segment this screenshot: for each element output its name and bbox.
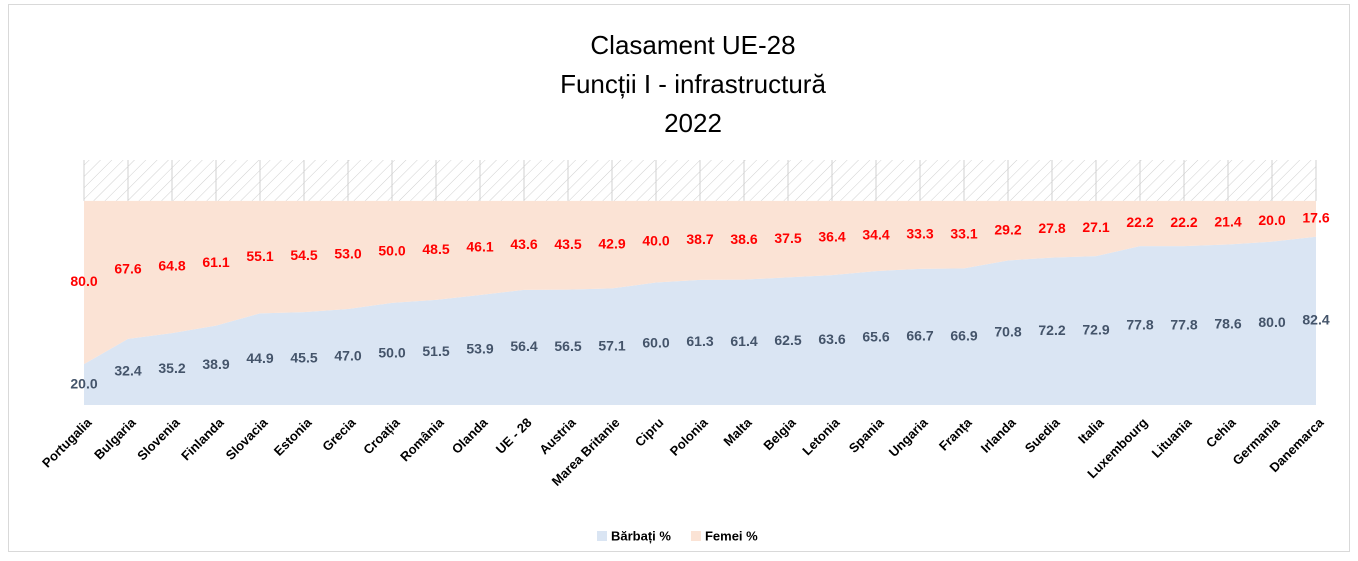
chart-title: Clasament UE-28: [590, 30, 795, 60]
value-label: 42.9: [598, 235, 625, 251]
value-label: 66.7: [906, 328, 933, 344]
value-label: 40.0: [642, 232, 669, 248]
value-label: 64.8: [158, 258, 185, 274]
value-label: 77.8: [1126, 316, 1153, 332]
value-label: 61.1: [202, 254, 229, 270]
value-label: 80.0: [70, 273, 97, 289]
value-label: 72.2: [1038, 322, 1065, 338]
value-label: 48.5: [422, 241, 449, 257]
value-label: 56.5: [554, 338, 581, 354]
legend-swatch: [597, 531, 607, 541]
value-label: 50.0: [378, 243, 405, 259]
value-label: 56.4: [510, 338, 537, 354]
value-label: 65.6: [862, 329, 889, 345]
value-label: 38.9: [202, 356, 229, 372]
value-label: 32.4: [114, 363, 141, 379]
value-label: 54.5: [290, 247, 317, 263]
legend-swatch: [690, 531, 701, 541]
value-label: 61.4: [730, 333, 757, 349]
value-label: 43.6: [510, 236, 537, 252]
value-label: 55.1: [246, 248, 273, 264]
value-label: 33.3: [906, 226, 933, 242]
value-label: 47.0: [334, 348, 361, 364]
value-label: 38.6: [730, 231, 757, 247]
value-label: 63.6: [818, 331, 845, 347]
value-label: 60.0: [642, 334, 669, 350]
value-label: 27.8: [1038, 220, 1065, 236]
value-label: 45.5: [290, 349, 317, 365]
value-label: 57.1: [598, 337, 625, 353]
value-label: 77.8: [1170, 316, 1197, 332]
value-label: 78.6: [1214, 315, 1241, 331]
value-label: 46.1: [466, 239, 493, 255]
value-label: 22.2: [1170, 214, 1197, 230]
chart-title: 2022: [664, 108, 722, 138]
legend-label: Femei %: [705, 528, 758, 543]
value-label: 80.0: [1258, 314, 1285, 330]
value-label: 21.4: [1214, 213, 1241, 229]
area-bărbați: [84, 236, 1316, 405]
value-label: 62.5: [774, 332, 801, 348]
value-label: 50.0: [378, 345, 405, 361]
value-label: 70.8: [994, 323, 1021, 339]
value-label: 22.2: [1126, 214, 1153, 230]
value-label: 17.6: [1302, 210, 1329, 226]
value-label: 53.0: [334, 246, 361, 262]
value-label: 67.6: [114, 261, 141, 277]
value-label: 20.0: [70, 375, 97, 391]
value-label: 51.5: [422, 343, 449, 359]
legend-label: Bărbați %: [611, 528, 671, 543]
value-label: 33.1: [950, 225, 977, 241]
value-label: 35.2: [158, 360, 185, 376]
value-label: 38.7: [686, 231, 713, 247]
value-label: 66.9: [950, 327, 977, 343]
value-label: 37.5: [774, 230, 801, 246]
value-label: 82.4: [1302, 312, 1329, 328]
value-label: 29.2: [994, 221, 1021, 237]
value-label: 72.9: [1082, 321, 1109, 337]
value-label: 53.9: [466, 341, 493, 357]
value-label: 20.0: [1258, 212, 1285, 228]
value-label: 36.4: [818, 229, 845, 245]
value-label: 27.1: [1082, 219, 1109, 235]
chart-title: Funcții I - infrastructură: [560, 69, 826, 99]
value-label: 44.9: [246, 350, 273, 366]
value-label: 34.4: [862, 227, 889, 243]
area-femei: [84, 200, 1316, 365]
value-label: 61.3: [686, 333, 713, 349]
value-label: 43.5: [554, 236, 581, 252]
